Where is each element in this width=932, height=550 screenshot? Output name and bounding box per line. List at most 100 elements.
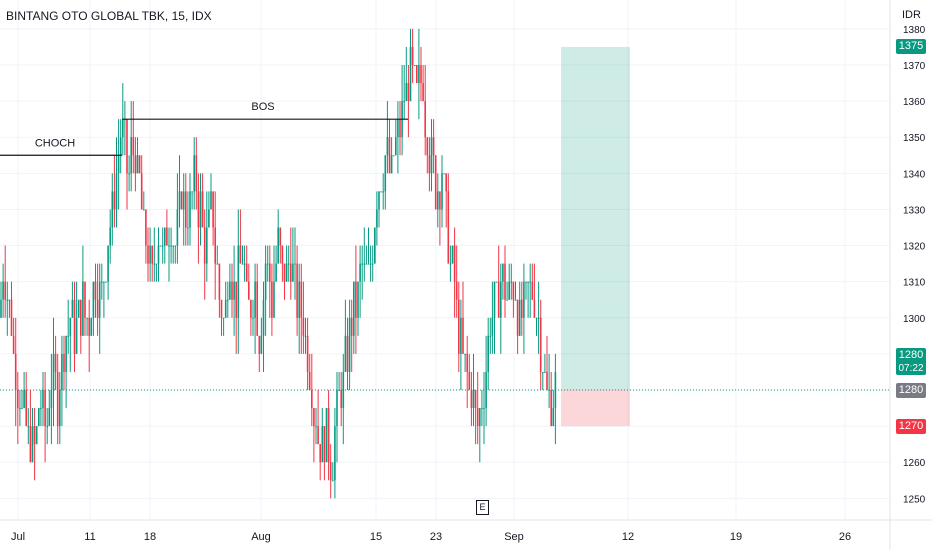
candle-body [403,101,405,103]
candle-body [153,263,156,265]
structure-levels[interactable]: CHOCH BOS [0,101,408,156]
candle-body [105,281,107,283]
time-axis[interactable]: Jul 11 18 Aug 15 23 Sep 12 19 26 [11,531,851,543]
bos-label: BOS [251,101,274,113]
candle-body [521,299,523,318]
currency-label: IDR [902,9,921,21]
candle-body [128,173,130,175]
candle-body [88,317,90,336]
candle-body [313,408,315,427]
candle-body [25,390,27,427]
candle-body [447,191,450,264]
candle-body [449,263,452,265]
candle-body [338,390,340,391]
candle-body [216,263,219,265]
candle-body [405,83,408,102]
candle-body [65,335,67,372]
candle-body [399,119,401,138]
candle-body [248,281,250,300]
candle-body [176,209,179,246]
candle-body [157,245,160,264]
target-price-tag: 1375 [896,39,926,55]
candle-body [319,444,321,463]
candle-body [94,281,97,300]
candle-body [63,353,65,372]
candle-body [6,299,9,301]
candle-body [23,390,25,409]
candle-body [512,281,515,300]
candle-body [180,191,183,210]
candle-body [269,263,271,282]
candle-body [191,191,193,193]
candle-body [445,173,447,192]
stop-price-tag: 1270 [896,418,926,434]
time-tick-label: 18 [144,531,156,543]
price-tick-label: 1340 [903,169,926,180]
price-tick-label: 1250 [903,494,926,505]
candle-body [126,119,128,174]
candle-body [504,263,506,300]
candle-body [384,155,387,192]
position-zones[interactable] [561,46,630,427]
candle-body [426,137,429,156]
candle-body [73,299,76,354]
candle-body [31,426,34,463]
candle-body [363,263,366,265]
candle-body [306,335,309,372]
candle-body [437,191,439,210]
candle-body [35,426,38,445]
candle-body [327,408,330,463]
candle-body [27,426,30,428]
candle-body [441,173,443,210]
candle-body [84,281,86,318]
candle-body [323,426,326,463]
target-zone[interactable] [561,46,630,390]
candle-body [506,299,508,301]
candle-body [432,137,435,156]
candle-body [203,227,206,264]
candle-body [50,390,53,409]
candle-body [395,137,397,156]
candle-body [109,227,111,246]
candle-body [17,390,19,409]
stop-zone[interactable] [561,390,630,427]
candle-body [416,65,418,84]
candle-body [392,155,395,157]
candle-body [130,137,132,174]
candle-body [533,299,536,318]
earnings-event-marker[interactable]: E [476,500,489,515]
candle-body [271,281,273,318]
candle-body [231,281,233,300]
candle-body [222,317,225,319]
candle-body [52,353,55,390]
price-tick-label: 1350 [903,133,926,144]
candle-body [476,408,479,427]
candle-body [161,245,164,247]
candle-body [348,317,351,372]
candle-body [455,281,458,300]
candle-body [308,371,311,390]
candle-body [21,408,23,410]
candle-body [258,335,261,354]
candle-body [378,191,380,210]
candle-body [298,281,300,318]
candle-body [2,281,4,300]
candle-body [424,101,426,138]
candle-body [342,371,345,409]
candle-body [527,281,529,283]
candle-body [193,155,195,192]
chart-title: BINTANG OTO GLOBAL TBK, 15, IDX [6,9,212,23]
candle-body [145,209,147,246]
candle-body [413,65,416,66]
candle-body [275,263,277,282]
candle-body [325,408,328,463]
candle-body [218,263,221,300]
candle-body [344,335,347,372]
candle-body [481,408,483,410]
candle-body [500,281,502,318]
candle-body [92,281,95,318]
time-tick-label: 11 [84,531,95,543]
candle-body [0,299,2,318]
candle-body [220,299,223,318]
